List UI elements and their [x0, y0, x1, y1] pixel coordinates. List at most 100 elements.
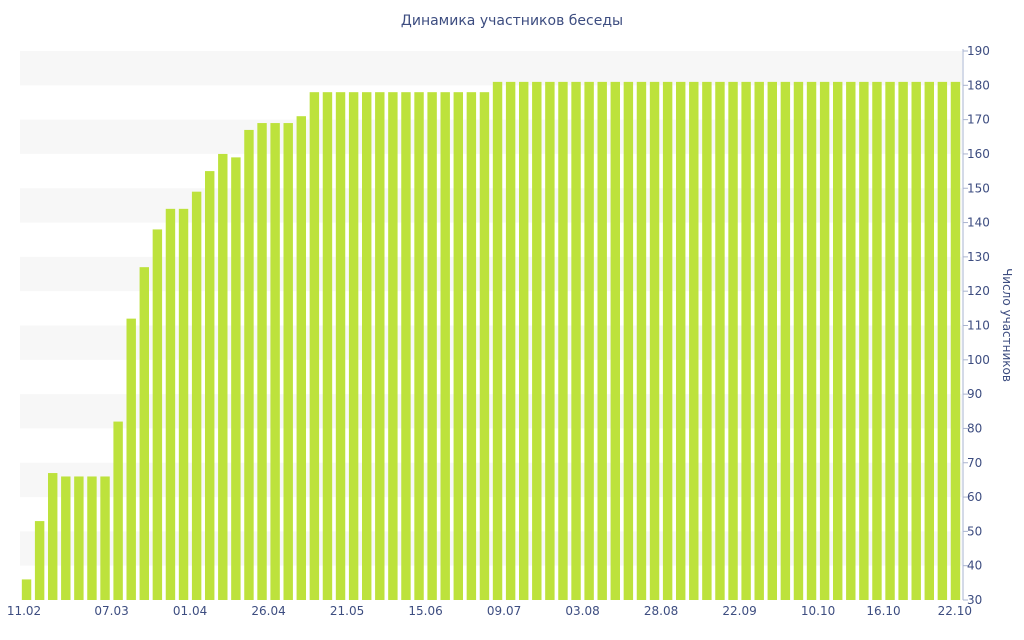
bar[interactable] [231, 157, 241, 600]
bar[interactable] [597, 81, 607, 601]
bar[interactable] [741, 81, 751, 601]
y-tick-label: 180 [967, 78, 990, 92]
bar[interactable] [689, 81, 699, 601]
y-axis-title: Число участников [1000, 268, 1014, 382]
bar[interactable] [571, 81, 581, 601]
bar[interactable] [388, 92, 398, 601]
bar[interactable] [21, 579, 32, 600]
bar[interactable] [361, 92, 372, 601]
y-tick-label: 170 [967, 113, 990, 127]
bar[interactable] [532, 81, 542, 601]
bar[interactable] [270, 123, 280, 601]
y-tick-label: 60 [967, 490, 982, 504]
bar[interactable] [545, 81, 555, 601]
bar[interactable] [662, 81, 673, 601]
bar[interactable] [466, 92, 477, 601]
bar[interactable] [401, 92, 411, 601]
bar[interactable] [257, 123, 267, 601]
bar[interactable] [440, 92, 450, 601]
bar[interactable] [47, 473, 58, 600]
bar[interactable] [178, 208, 189, 600]
bar[interactable] [806, 81, 817, 601]
x-tick-label: 28.08 [644, 604, 678, 618]
bar[interactable] [126, 318, 136, 600]
y-tick-label: 160 [967, 147, 990, 161]
x-tick-label: 01.04 [173, 604, 207, 618]
bar[interactable] [950, 81, 961, 601]
bar[interactable] [780, 81, 791, 601]
bar[interactable] [218, 153, 228, 600]
bar[interactable] [558, 81, 568, 601]
x-tick-label: 07.03 [94, 604, 128, 618]
bar[interactable] [728, 81, 738, 601]
bar[interactable] [911, 81, 921, 601]
bar[interactable] [754, 81, 764, 601]
bar[interactable] [191, 191, 202, 600]
bar[interactable] [414, 92, 424, 601]
bar[interactable] [152, 229, 163, 601]
bar[interactable] [649, 81, 660, 601]
bar[interactable] [702, 81, 712, 601]
bar[interactable] [675, 81, 686, 601]
bar[interactable] [885, 81, 895, 601]
bar[interactable] [335, 92, 346, 601]
bar[interactable] [898, 81, 908, 601]
bar[interactable] [61, 476, 71, 600]
x-tick-label: 15.06 [408, 604, 442, 618]
bar[interactable] [610, 81, 621, 601]
bar[interactable] [518, 81, 529, 601]
y-tick-label: 70 [967, 456, 982, 470]
bar[interactable] [937, 81, 948, 601]
bar[interactable] [74, 476, 84, 600]
bar[interactable] [204, 171, 215, 600]
bar[interactable] [139, 267, 150, 600]
bar[interactable] [767, 81, 778, 601]
y-tick-label: 150 [967, 181, 990, 195]
y-axis-ticks: 30 40 50 60 70 80 90 100 110 120 130 140 150 160 170 18… [963, 44, 990, 607]
grid-band [20, 531, 962, 566]
bar[interactable] [872, 81, 882, 601]
bar[interactable] [832, 81, 843, 601]
bar[interactable] [793, 81, 804, 601]
bar[interactable] [113, 421, 123, 600]
grid-band [20, 188, 962, 223]
y-tick-label: 50 [967, 524, 982, 538]
bar[interactable] [322, 92, 333, 601]
bar[interactable] [715, 81, 725, 601]
y-tick-label: 140 [967, 216, 990, 230]
y-tick-label: 80 [967, 421, 982, 435]
bar[interactable] [924, 81, 935, 601]
y-tick-label: 90 [967, 387, 982, 401]
bar[interactable] [623, 81, 634, 601]
bar[interactable] [165, 208, 176, 600]
bar[interactable] [296, 116, 307, 600]
bar[interactable] [492, 81, 503, 601]
x-tick-label: 26.04 [251, 604, 285, 618]
bar[interactable] [479, 92, 490, 601]
y-tick-label: 120 [967, 284, 990, 298]
bar[interactable] [309, 92, 320, 601]
x-tick-label: 22.09 [722, 604, 756, 618]
bar[interactable] [636, 81, 647, 601]
y-tick-label: 110 [967, 319, 990, 333]
bar[interactable] [34, 521, 45, 600]
bar[interactable] [283, 123, 293, 601]
y-tick-label: 130 [967, 250, 990, 264]
bar[interactable] [584, 81, 594, 601]
grid-band [20, 325, 962, 360]
bar[interactable] [505, 81, 516, 601]
bar[interactable] [87, 476, 97, 600]
bar[interactable] [427, 92, 437, 601]
bar[interactable] [244, 129, 254, 600]
grid-band [20, 51, 962, 86]
x-tick-label: 09.07 [487, 604, 521, 618]
bar[interactable] [453, 92, 464, 601]
bar[interactable] [348, 92, 359, 601]
bar[interactable] [100, 476, 110, 600]
bar[interactable] [846, 81, 856, 601]
y-tick-label: 40 [967, 559, 982, 573]
bar[interactable] [859, 81, 869, 601]
bar[interactable] [819, 81, 830, 601]
bar[interactable] [375, 92, 385, 601]
